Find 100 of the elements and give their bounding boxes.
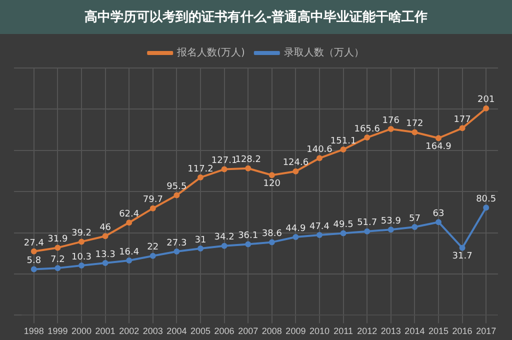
point [30, 266, 37, 272]
point [150, 252, 156, 259]
point [268, 239, 275, 246]
data-label: 128.2 [235, 155, 261, 166]
point [412, 224, 418, 230]
data-label: 31.9 [48, 234, 68, 245]
point [364, 134, 370, 141]
data-label: 10.3 [71, 252, 92, 262]
legend-label: 报名人数(万人) [176, 46, 245, 59]
data-label: 39.2 [71, 228, 92, 239]
point [436, 135, 442, 142]
x-tick-label: 1998 [24, 326, 44, 336]
x-tick-label: 2005 [190, 326, 211, 336]
data-label: 62.4 [119, 209, 140, 220]
point [198, 245, 204, 252]
point [388, 226, 394, 233]
point [54, 244, 61, 251]
data-label: 36.1 [238, 231, 258, 242]
data-label: 201 [478, 95, 495, 106]
x-tick-label: 2017 [476, 326, 496, 336]
point [30, 248, 37, 254]
point [340, 146, 346, 152]
data-label: 57 [408, 214, 420, 224]
data-label: 140.6 [306, 144, 333, 155]
point [102, 260, 108, 266]
point [268, 172, 275, 178]
x-tick-label: 2012 [357, 326, 378, 336]
x-tick-label: 2007 [238, 326, 258, 336]
data-label: 120 [263, 178, 281, 189]
legend-label: 录取人数（万人） [284, 48, 364, 59]
point [245, 241, 252, 248]
point [483, 105, 490, 112]
data-label: 63 [432, 208, 444, 219]
data-label: 172 [406, 119, 424, 130]
point [221, 166, 228, 172]
data-label: 127.1 [211, 156, 238, 166]
point [292, 168, 299, 174]
x-tick-label: 2004 [166, 326, 187, 336]
x-tick-label: 2006 [214, 326, 234, 336]
data-label: 27.4 [24, 238, 44, 248]
point [174, 192, 180, 198]
x-tick-label: 2014 [404, 326, 425, 336]
x-tick-label: 2003 [142, 326, 163, 336]
data-label: 51.7 [357, 218, 378, 228]
point [340, 230, 346, 236]
data-label: 53.9 [380, 216, 402, 226]
point [364, 228, 370, 234]
x-tick-label: 2000 [71, 326, 92, 336]
x-tick-label: 2008 [262, 326, 282, 336]
data-label: 31 [194, 235, 206, 246]
data-label: 80.5 [476, 194, 496, 205]
data-label: 151.1 [330, 136, 356, 146]
data-label: 13.3 [95, 250, 116, 260]
data-label: 117.2 [188, 164, 214, 174]
data-label: 31.7 [452, 252, 472, 262]
point [316, 232, 322, 238]
point [388, 126, 394, 132]
data-label: 5.8 [26, 256, 42, 266]
data-label: 46 [100, 222, 112, 233]
point [221, 242, 228, 249]
x-tick-label: 2016 [452, 326, 472, 336]
point [459, 125, 466, 132]
data-label: 79.7 [142, 195, 163, 206]
data-label: 34.2 [214, 232, 234, 243]
data-label: 38.6 [262, 229, 282, 240]
data-label: 176 [382, 116, 400, 126]
data-label: 44.9 [286, 224, 306, 234]
point [412, 129, 418, 136]
data-label: 177 [454, 114, 471, 125]
point [126, 257, 132, 264]
data-label: 7.2 [50, 254, 65, 265]
point [78, 262, 84, 269]
point [459, 244, 466, 251]
point [292, 234, 299, 240]
point [316, 155, 322, 162]
data-label: 95.5 [166, 182, 187, 192]
data-label: 16.4 [119, 247, 140, 258]
x-tick-label: 2002 [119, 326, 140, 336]
data-label: 27.3 [166, 238, 187, 248]
x-tick-label: 2013 [380, 326, 401, 336]
data-label: 47.4 [309, 222, 330, 232]
data-label: 124.6 [282, 158, 309, 168]
point [245, 165, 252, 172]
data-label: 22 [147, 242, 159, 253]
data-label: 165.6 [354, 124, 380, 134]
point [78, 238, 84, 245]
point [54, 265, 61, 272]
point [102, 233, 108, 240]
data-label: 164.9 [426, 142, 452, 152]
x-tick-label: 2011 [334, 326, 353, 336]
x-tick-label: 2010 [309, 326, 330, 336]
x-tick-label: 2001 [95, 326, 116, 336]
point [483, 204, 490, 211]
point [436, 219, 442, 226]
data-label: 49.5 [333, 220, 354, 230]
point [126, 220, 132, 226]
chart-title: 高中学历可以考到的证书有什么-普通高中毕业证能干啥工作 [0, 0, 512, 34]
x-tick-label: 2009 [286, 326, 306, 336]
x-tick-label: 2015 [428, 326, 449, 336]
point [198, 174, 204, 180]
